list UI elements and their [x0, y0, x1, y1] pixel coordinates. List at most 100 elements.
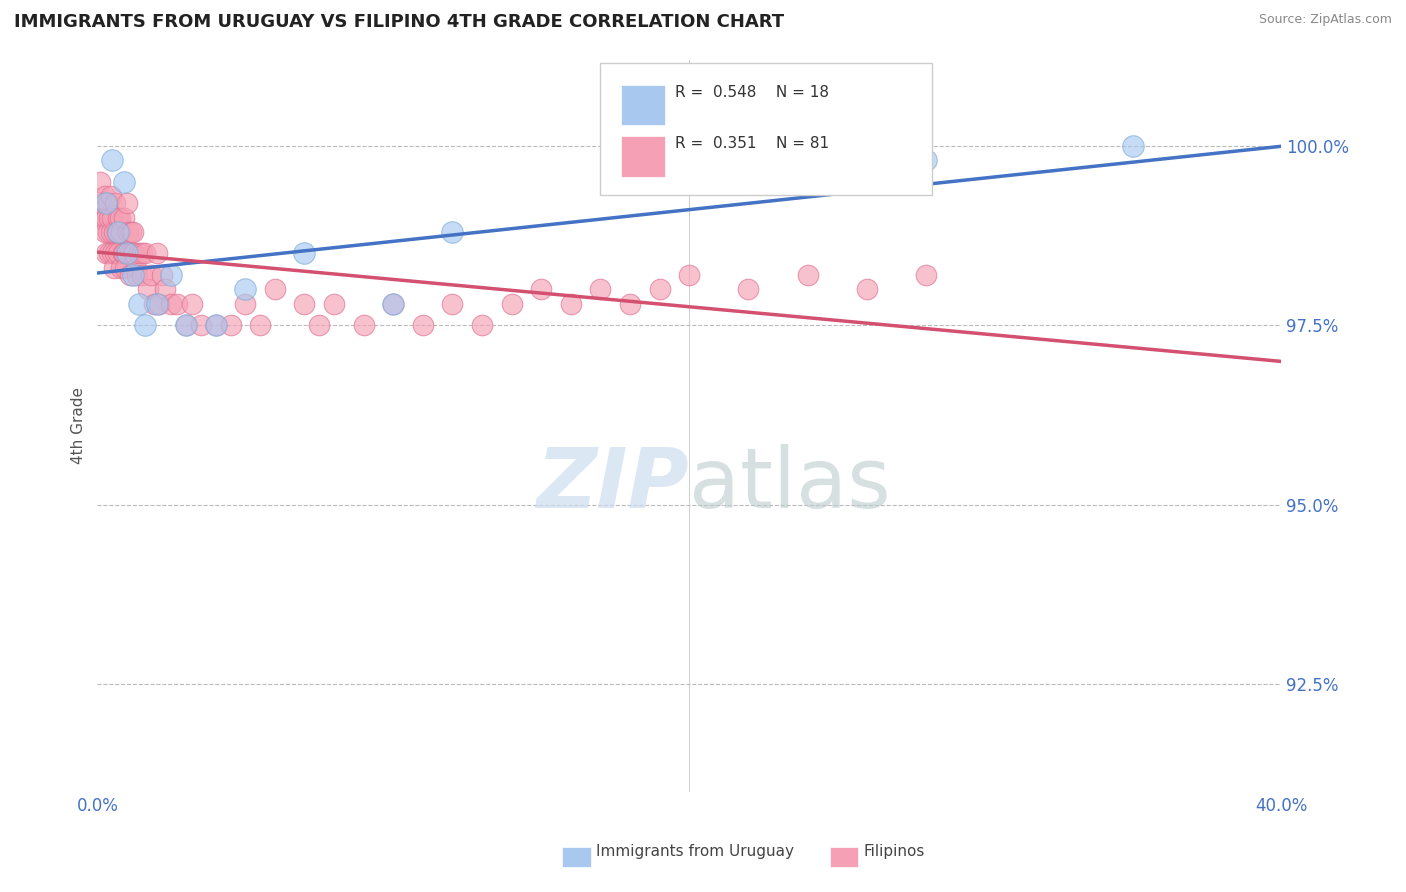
Point	[98, 246, 121, 260]
Point	[115, 196, 138, 211]
Point	[124, 246, 146, 260]
Point	[249, 318, 271, 333]
Point	[115, 246, 138, 260]
Point	[101, 153, 124, 167]
Point	[855, 282, 877, 296]
Point	[294, 246, 316, 260]
Point	[160, 268, 183, 282]
Point	[87, 211, 110, 225]
Point	[128, 296, 150, 310]
Point	[155, 282, 177, 296]
Point	[678, 268, 700, 282]
Point	[121, 246, 143, 260]
Point	[233, 296, 256, 310]
Point	[98, 211, 121, 225]
FancyBboxPatch shape	[620, 136, 665, 177]
Text: ZIP: ZIP	[537, 443, 689, 524]
Point	[139, 268, 162, 282]
Point	[104, 246, 127, 260]
Text: atlas: atlas	[689, 443, 891, 524]
Point	[110, 260, 132, 275]
Point	[128, 246, 150, 260]
Point	[530, 282, 553, 296]
Point	[148, 296, 170, 310]
Point	[111, 246, 134, 260]
Text: Immigrants from Uruguay: Immigrants from Uruguay	[596, 845, 794, 859]
Point	[796, 268, 818, 282]
Point	[127, 268, 149, 282]
Y-axis label: 4th Grade: 4th Grade	[72, 387, 86, 464]
Point	[294, 296, 316, 310]
Point	[101, 246, 124, 260]
Point	[107, 211, 129, 225]
Point	[737, 282, 759, 296]
Point	[204, 318, 226, 333]
Point	[90, 196, 112, 211]
Point	[118, 268, 141, 282]
Point	[117, 225, 139, 239]
Point	[121, 225, 143, 239]
Point	[1122, 138, 1144, 153]
Point	[118, 246, 141, 260]
FancyBboxPatch shape	[620, 86, 665, 126]
Point	[89, 175, 111, 189]
Point	[382, 296, 405, 310]
Text: R =  0.548    N = 18: R = 0.548 N = 18	[675, 86, 830, 100]
Point	[96, 196, 118, 211]
Point	[125, 260, 148, 275]
Text: Filipinos: Filipinos	[863, 845, 925, 859]
Point	[204, 318, 226, 333]
Point	[219, 318, 242, 333]
Point	[112, 211, 135, 225]
Point	[105, 225, 128, 239]
Point	[97, 196, 120, 211]
Point	[560, 296, 582, 310]
Point	[107, 246, 129, 260]
Text: IMMIGRANTS FROM URUGUAY VS FILIPINO 4TH GRADE CORRELATION CHART: IMMIGRANTS FROM URUGUAY VS FILIPINO 4TH …	[14, 13, 785, 31]
Point	[96, 246, 118, 260]
Point	[166, 296, 188, 310]
Point	[120, 225, 142, 239]
Point	[648, 282, 671, 296]
Point	[412, 318, 434, 333]
Point	[233, 282, 256, 296]
Point	[100, 225, 122, 239]
Point	[619, 296, 641, 310]
Point	[96, 211, 118, 225]
Point	[91, 211, 114, 225]
Text: Source: ZipAtlas.com: Source: ZipAtlas.com	[1258, 13, 1392, 27]
Point	[100, 189, 122, 203]
Point	[136, 282, 159, 296]
Point	[190, 318, 212, 333]
Point	[441, 296, 464, 310]
Point	[134, 246, 156, 260]
Point	[382, 296, 405, 310]
Point	[308, 318, 330, 333]
Point	[589, 282, 612, 296]
Point	[145, 296, 167, 310]
Point	[112, 246, 135, 260]
Point	[471, 318, 494, 333]
Point	[264, 282, 287, 296]
Point	[94, 189, 117, 203]
Point	[97, 225, 120, 239]
Point	[121, 268, 143, 282]
Point	[101, 211, 124, 225]
Point	[134, 318, 156, 333]
Point	[160, 296, 183, 310]
Point	[131, 268, 153, 282]
Point	[110, 225, 132, 239]
Point	[115, 246, 138, 260]
Point	[104, 196, 127, 211]
Point	[142, 296, 165, 310]
Point	[915, 153, 938, 167]
Point	[108, 211, 131, 225]
Point	[441, 225, 464, 239]
Text: R =  0.351    N = 81: R = 0.351 N = 81	[675, 136, 830, 152]
Point	[915, 268, 938, 282]
Point	[181, 296, 204, 310]
Point	[94, 225, 117, 239]
Point	[103, 260, 125, 275]
Point	[112, 175, 135, 189]
Point	[174, 318, 197, 333]
